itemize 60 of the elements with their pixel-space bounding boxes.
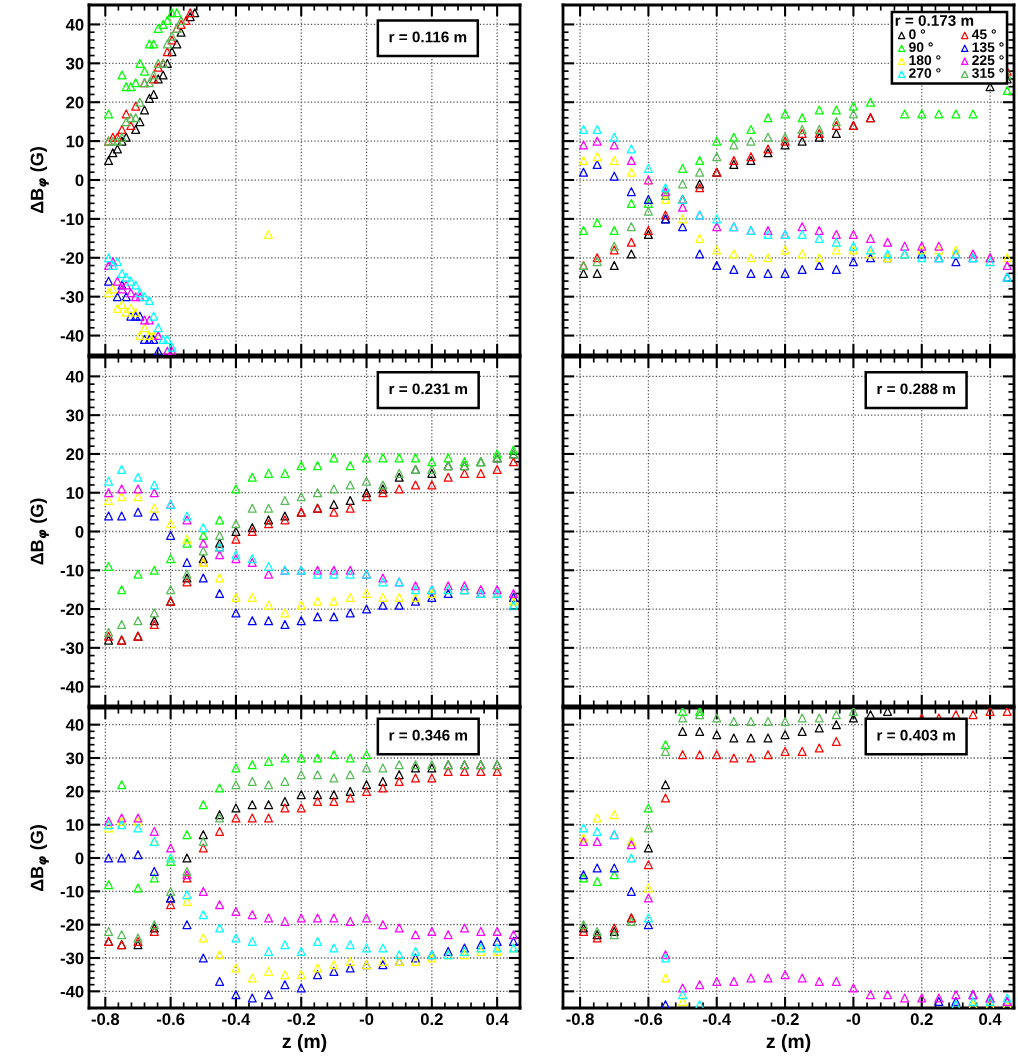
y-tick-label: -10 (60, 564, 84, 577)
x-tick-label: -0.8 (91, 1013, 120, 1026)
y-tick-label: -40 (60, 985, 84, 998)
y-tick-label: 10 (66, 819, 84, 831)
y-tick-label: 20 (66, 785, 84, 798)
y-tick-label: 30 (65, 752, 84, 765)
y-tick-label: -20 (60, 603, 84, 616)
y-tick-label: -30 (60, 291, 84, 303)
y-tick-label: 40 (65, 719, 84, 731)
x-tick-label: -0 (846, 1013, 861, 1026)
y-tick-label: 0 (75, 174, 84, 187)
y-tick-label: 40 (65, 18, 84, 31)
legend-label: 315 ° (972, 68, 1004, 79)
legend-label: 270 ° (909, 68, 941, 79)
y-tick-label: -10 (60, 885, 84, 898)
y-tick-label: -10 (60, 213, 84, 226)
legend-label: 0 ° (909, 29, 926, 40)
y-tick-label: 20 (66, 448, 84, 461)
x-axis-title: z (m) (282, 1033, 327, 1053)
legend-label: 45 ° (971, 29, 996, 40)
y-tick-label: -40 (60, 681, 84, 693)
x-tick-label: -0.6 (156, 1013, 185, 1026)
x-tick-label: 0.2 (420, 1013, 443, 1026)
y-axis-title: ΔB$_{φ}$ (G) (30, 147, 49, 214)
legend-label: 225 ° (972, 55, 1004, 66)
x-tick-label: -0.4 (703, 1013, 732, 1026)
annotation: r = 0.231 m (389, 383, 468, 395)
legend-label: 135 ° (972, 42, 1004, 53)
y-axis-title: ΔB$_{φ}$ (G) (30, 498, 49, 565)
y-tick-label: 0 (75, 525, 84, 538)
y-tick-label: 10 (66, 135, 84, 148)
y-tick-label: -20 (60, 252, 84, 264)
x-tick-label: -0.2 (287, 1013, 315, 1026)
legend-title: r = 0.173 m (895, 15, 974, 26)
y-tick-label: 30 (65, 409, 84, 422)
x-tick-label: -0.4 (222, 1013, 251, 1026)
x-tick-label: 0.4 (979, 1013, 1002, 1026)
x-tick-label: -0.6 (634, 1013, 663, 1026)
y-tick-label: 10 (66, 487, 84, 499)
legend-label: 180 ° (909, 55, 941, 66)
y-tick-label: 0 (75, 852, 84, 865)
x-tick-label: 0.2 (910, 1013, 933, 1026)
annotation: r = 0.403 m (877, 729, 955, 741)
x-axis-title: z (m) (766, 1033, 811, 1053)
y-tick-label: 20 (66, 96, 84, 109)
y-tick-label: -30 (60, 952, 84, 965)
y-tick-label: -30 (60, 642, 84, 655)
annotation: r = 0.346 m (389, 729, 468, 741)
x-tick-label: 0.4 (486, 1013, 509, 1026)
x-tick-label: -0 (359, 1013, 374, 1026)
annotation: r = 0.288 m (877, 383, 955, 395)
x-tick-label: -0.2 (771, 1013, 799, 1026)
y-tick-label: -20 (60, 919, 84, 931)
y-tick-label: 40 (65, 370, 84, 383)
x-tick-label: -0.8 (566, 1013, 594, 1026)
y-tick-label: 30 (65, 57, 84, 70)
legend-label: 90 ° (909, 42, 933, 53)
y-axis-title: ΔB$_{φ}$ (G) (30, 825, 49, 892)
annotation: r = 0.116 m (389, 31, 467, 43)
y-tick-label: -40 (60, 329, 84, 342)
